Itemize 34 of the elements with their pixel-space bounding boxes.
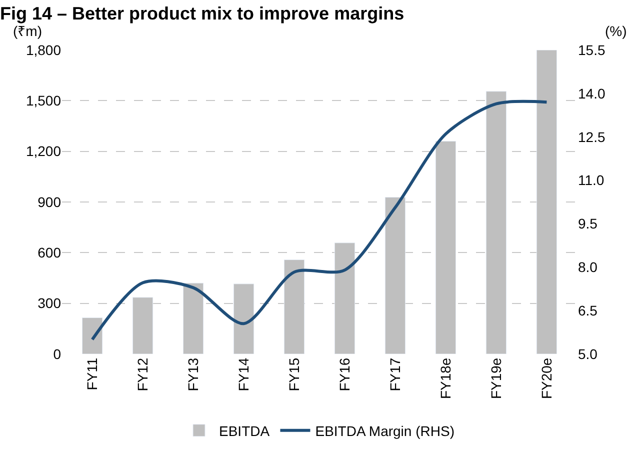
x-tick-label: FY20e bbox=[538, 358, 554, 400]
y2-axis-title: (%) bbox=[605, 23, 627, 39]
y-tick-label: 1,800 bbox=[26, 42, 62, 58]
y-tick-label: 600 bbox=[38, 244, 62, 261]
chart-title: Fig 14 – Better product mix to improve margins bbox=[0, 3, 404, 24]
y2-tick-label: 9.5 bbox=[578, 216, 598, 232]
y2-tick-label: 6.5 bbox=[578, 302, 598, 318]
y-tick-label: 900 bbox=[38, 194, 62, 210]
y2-tick-label: 15.5 bbox=[578, 42, 606, 58]
x-tick-label: FY13 bbox=[184, 358, 201, 392]
x-tick-label: FY12 bbox=[134, 358, 150, 392]
y2-tick-label: 14.0 bbox=[578, 85, 606, 102]
x-tick-label: FY19e bbox=[488, 358, 504, 400]
bar bbox=[182, 282, 204, 354]
x-tick-label: FY16 bbox=[336, 358, 352, 392]
line-series bbox=[90, 100, 548, 342]
y-tick-label: 0 bbox=[53, 346, 62, 362]
y-tick-label: 1,500 bbox=[26, 92, 62, 109]
y-tick-label: 300 bbox=[38, 295, 62, 312]
y2-tick-label: 12.5 bbox=[578, 128, 606, 145]
bar bbox=[82, 317, 103, 354]
bar bbox=[435, 140, 456, 354]
x-tick-label: FY11 bbox=[84, 358, 100, 390]
y2-tick-label: 8.0 bbox=[578, 259, 598, 276]
y2-tick-label: 11.0 bbox=[578, 172, 604, 188]
y-axis-title: (₹m) bbox=[13, 23, 42, 39]
x-tick-label: FY17 bbox=[386, 358, 403, 392]
legend-label: EBITDA Margin (RHS) bbox=[315, 422, 454, 439]
x-tick-label: FY15 bbox=[286, 358, 302, 392]
y-tick-label: 1,200 bbox=[26, 143, 62, 160]
y2-tick-label: 5.0 bbox=[578, 346, 598, 362]
legend-label: EBITDA bbox=[219, 422, 270, 439]
x-tick-label: FY14 bbox=[235, 358, 252, 392]
x-tick-label: FY18e bbox=[437, 358, 454, 400]
